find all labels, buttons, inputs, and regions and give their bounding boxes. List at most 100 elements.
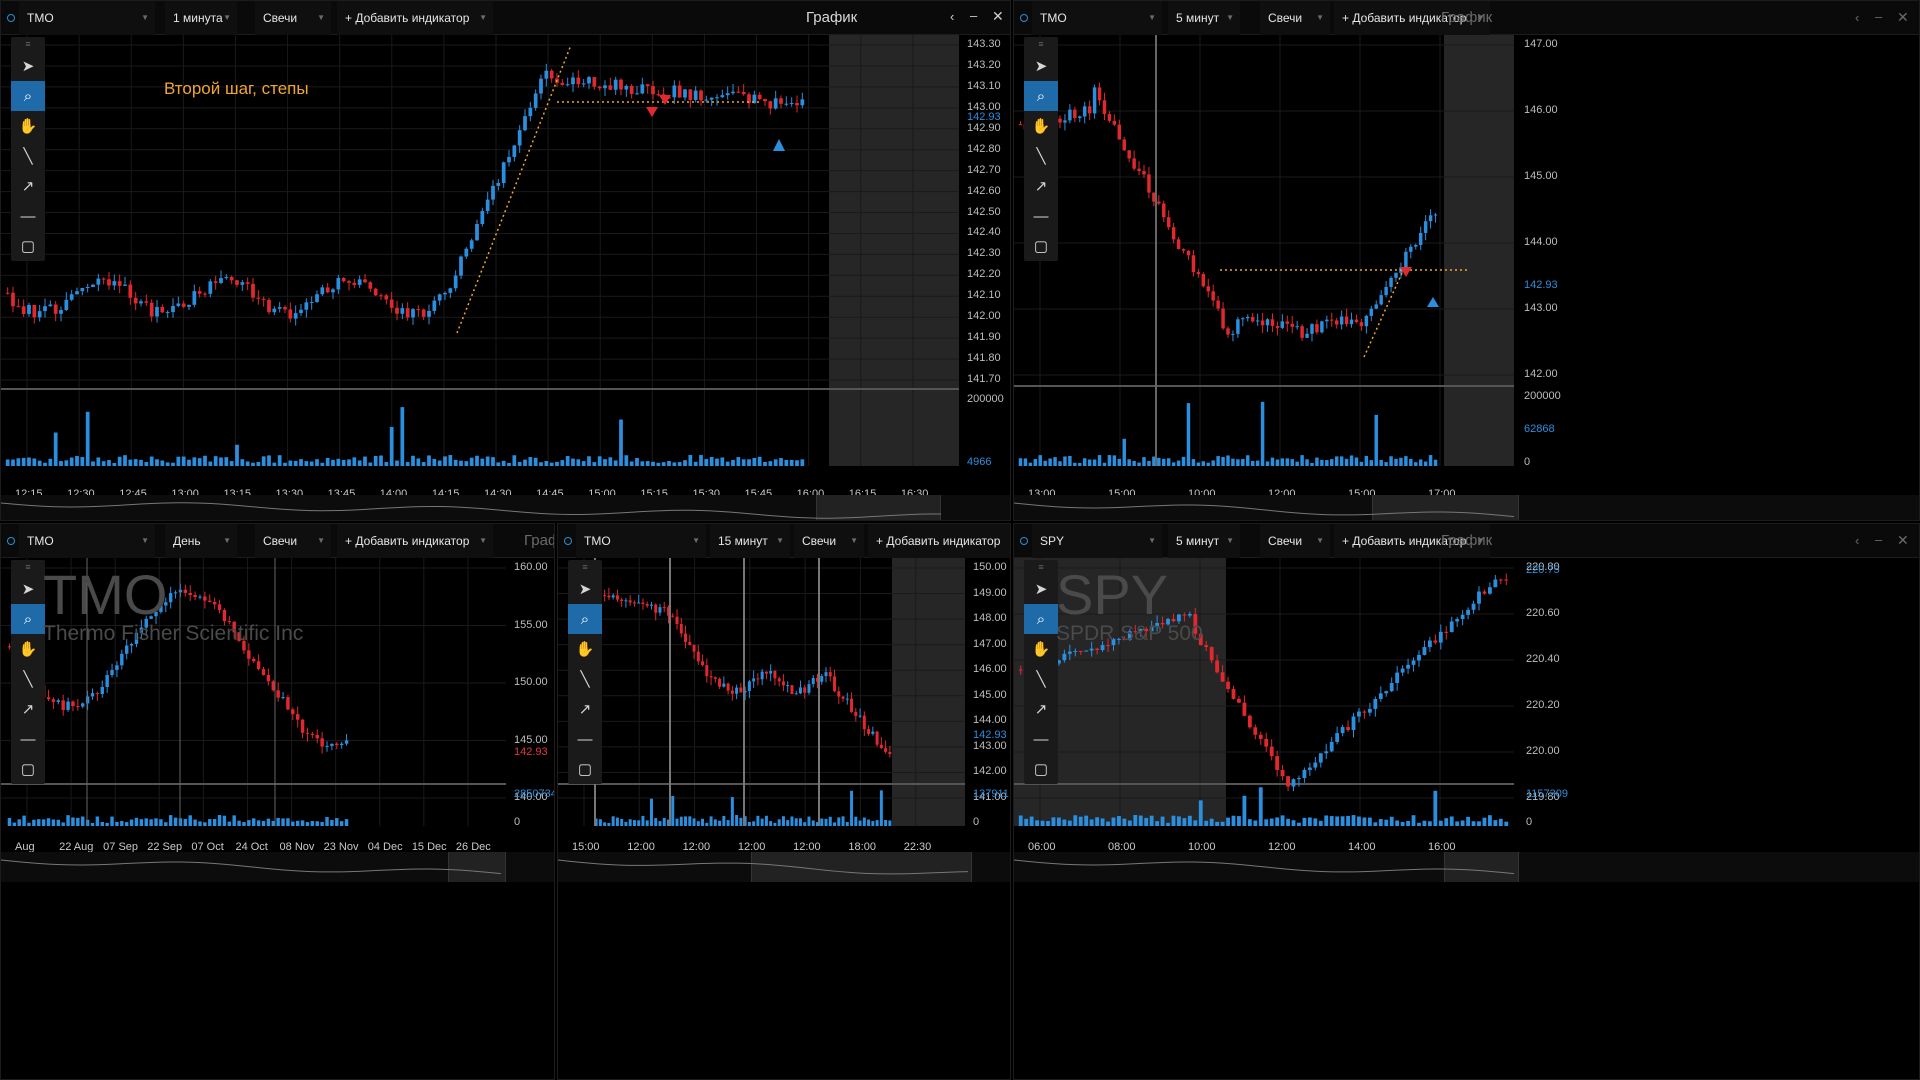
close-icon[interactable]: ✕ — [1897, 9, 1909, 25]
interval-select[interactable]: 15 минут ▼ — [710, 524, 790, 558]
minimize-icon[interactable]: – — [1875, 9, 1883, 24]
ticker-select[interactable]: TMO ▼ — [1032, 1, 1162, 35]
minimize-icon[interactable]: – — [1875, 532, 1883, 547]
zoom-icon[interactable]: ⌕ — [1024, 81, 1058, 111]
add-indicator-button[interactable]: + Добавить индикатор ▼ — [1334, 1, 1490, 35]
arrow-icon[interactable]: ↗ — [21, 178, 35, 195]
rect-icon[interactable]: ▢ — [577, 761, 593, 778]
zoom-icon[interactable]: ⌕ — [1024, 604, 1058, 634]
candle-body — [75, 291, 79, 295]
hline-icon[interactable]: — — [20, 207, 36, 225]
candle-body — [635, 93, 639, 95]
rect-icon[interactable]: ▢ — [20, 238, 36, 255]
timeline-navigator[interactable] — [558, 852, 1010, 882]
line-icon[interactable]: ╲ — [1036, 671, 1046, 688]
volume-bar — [1221, 456, 1225, 466]
add-indicator-button[interactable]: + Добавить индикатор ▼ — [1334, 524, 1490, 558]
arrow-icon[interactable]: ↗ — [21, 701, 35, 718]
cursor-icon[interactable]: ➤ — [21, 581, 35, 598]
line-icon[interactable]: ╲ — [580, 671, 590, 688]
grip-icon[interactable]: ≡ — [25, 39, 31, 49]
hand-icon[interactable]: ✋ — [18, 118, 38, 135]
cursor-icon[interactable]: ➤ — [578, 581, 592, 598]
close-icon[interactable]: ✕ — [992, 8, 1004, 24]
chart-panel-spy-5min: SPY ▼ 5 минут ▼ Свечи ▼ + Добавить индикато… — [1013, 523, 1920, 1080]
ticker-select[interactable]: TMO ▼ — [19, 1, 155, 35]
timeline-navigator[interactable] — [1014, 852, 1919, 882]
chart-annotation[interactable]: Второй шаг, степы — [164, 79, 309, 98]
grip-icon[interactable]: ≡ — [582, 562, 588, 572]
grip-icon[interactable]: ≡ — [25, 562, 31, 572]
chart-type-select[interactable]: Свечи ▼ — [255, 1, 331, 35]
line-icon[interactable]: ╲ — [1036, 148, 1046, 165]
ticker-select[interactable]: TMO ▼ — [576, 524, 706, 558]
timeline-navigator[interactable] — [1014, 495, 1919, 520]
hline-icon[interactable]: — — [1033, 207, 1049, 225]
line-icon[interactable]: ╲ — [23, 671, 33, 688]
chevron-down-icon: ▼ — [479, 13, 487, 22]
panel-link-icon[interactable] — [7, 537, 15, 545]
interval-select[interactable]: День ▼ — [165, 524, 237, 558]
hline-icon[interactable]: — — [20, 730, 36, 748]
chart-type-select[interactable]: Свечи ▼ — [794, 524, 864, 558]
cursor-icon[interactable]: ➤ — [1034, 58, 1048, 75]
candle-body — [645, 84, 650, 87]
arrow-icon[interactable]: ↗ — [1034, 701, 1048, 718]
grip-icon[interactable]: ≡ — [1038, 39, 1044, 49]
navigator-window[interactable] — [751, 852, 972, 882]
arrow-icon[interactable]: ↗ — [578, 701, 592, 718]
chart-canvas[interactable] — [1, 35, 959, 521]
volume-bar — [1237, 816, 1241, 826]
interval-select[interactable]: 1 минута ▼ — [165, 1, 237, 35]
ticker-select[interactable]: TMO ▼ — [19, 524, 155, 558]
close-icon[interactable]: ✕ — [1897, 532, 1909, 548]
hline-icon[interactable]: — — [577, 730, 593, 748]
panel-link-icon[interactable] — [564, 537, 572, 545]
volume-bar — [528, 457, 533, 466]
chart-type-select[interactable]: Свечи ▼ — [1260, 524, 1330, 558]
interval-select[interactable]: 5 минут ▼ — [1168, 524, 1240, 558]
arrow-icon[interactable]: ↗ — [1034, 178, 1048, 195]
hand-icon[interactable]: ✋ — [1031, 118, 1051, 135]
zoom-icon[interactable]: ⌕ — [11, 604, 45, 634]
chart-canvas[interactable] — [558, 558, 965, 1080]
panel-link-icon[interactable] — [1020, 537, 1028, 545]
chevron-left-icon[interactable]: ‹ — [1855, 10, 1860, 25]
candle-body — [379, 295, 383, 297]
cursor-icon[interactable]: ➤ — [1034, 581, 1048, 598]
rect-icon[interactable]: ▢ — [1033, 761, 1049, 778]
chart-canvas[interactable] — [1014, 35, 1514, 521]
volume-bar — [760, 818, 764, 826]
hand-icon[interactable]: ✋ — [575, 641, 595, 658]
chevron-left-icon[interactable]: ‹ — [950, 9, 955, 24]
chart-type-select[interactable]: Свечи ▼ — [255, 524, 331, 558]
add-indicator-button[interactable]: + Добавить индикатор ▼ — [868, 524, 1010, 558]
add-indicator-button[interactable]: + Добавить индикатор ▼ — [337, 524, 493, 558]
hline-icon[interactable]: — — [1033, 730, 1049, 748]
hand-icon[interactable]: ✋ — [1031, 641, 1051, 658]
minimize-icon[interactable]: – — [970, 8, 978, 23]
hand-icon[interactable]: ✋ — [18, 641, 38, 658]
add-indicator-button[interactable]: + Добавить индикатор ▼ — [337, 1, 493, 35]
candle-body — [1133, 631, 1138, 633]
navigator-window[interactable] — [1444, 852, 1519, 882]
line-icon[interactable]: ╲ — [23, 148, 33, 165]
chart-type-select[interactable]: Свечи ▼ — [1260, 1, 1330, 35]
timeline-navigator[interactable] — [1, 495, 1010, 520]
rect-icon[interactable]: ▢ — [20, 761, 36, 778]
grip-icon[interactable]: ≡ — [1038, 562, 1044, 572]
chevron-left-icon[interactable]: ‹ — [1855, 533, 1860, 548]
interval-select[interactable]: 5 минут ▼ — [1168, 1, 1240, 35]
zoom-icon[interactable]: ⌕ — [11, 81, 45, 111]
panel-link-icon[interactable] — [7, 14, 15, 22]
volume-bar — [496, 462, 501, 466]
timeline-navigator[interactable] — [1, 852, 554, 882]
navigator-window[interactable] — [448, 852, 506, 882]
rect-icon[interactable]: ▢ — [1033, 238, 1049, 255]
navigator-window[interactable] — [1372, 495, 1519, 520]
candle-body — [1455, 619, 1460, 622]
cursor-icon[interactable]: ➤ — [21, 58, 35, 75]
zoom-icon[interactable]: ⌕ — [568, 604, 602, 634]
panel-link-icon[interactable] — [1020, 14, 1028, 22]
ticker-select[interactable]: SPY ▼ — [1032, 524, 1162, 558]
